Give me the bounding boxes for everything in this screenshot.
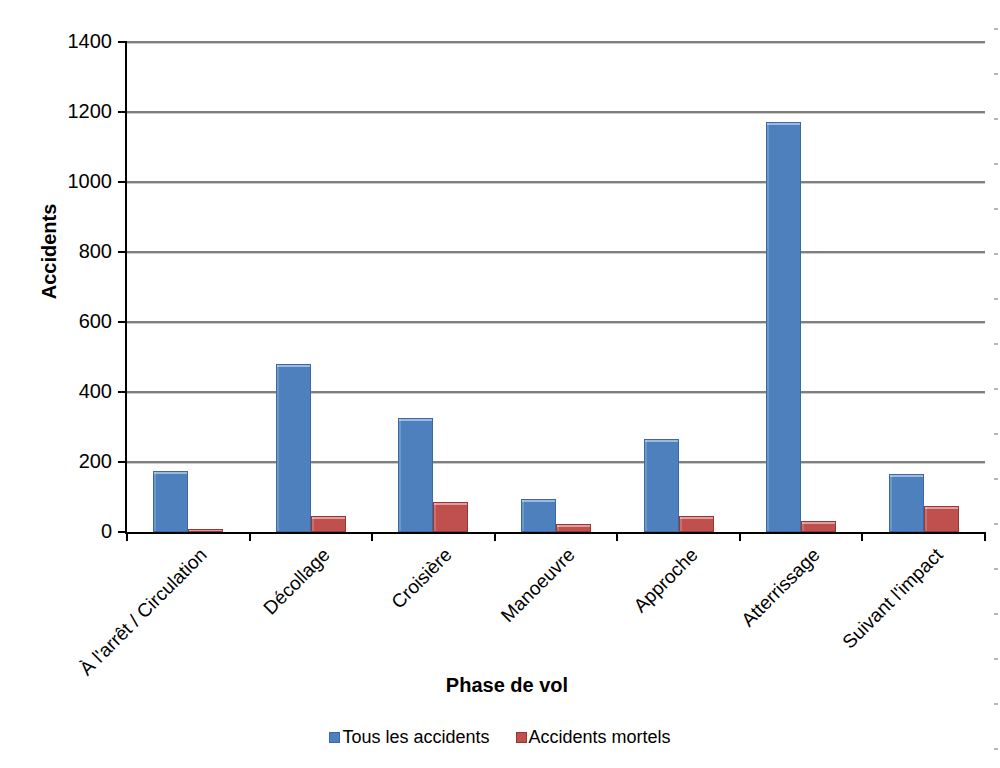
x-tick-5 (739, 532, 741, 541)
x-tick-7 (984, 532, 986, 541)
y-tick-label-1000: 1000 (28, 170, 112, 193)
gridline-600 (127, 321, 985, 323)
y-tick-label-400: 400 (28, 380, 112, 403)
x-category-label-2: Décollage (259, 544, 334, 619)
y-tick-label-0: 0 (28, 520, 112, 543)
x-category-label-5: Approche (629, 544, 702, 617)
bar-total-4 (521, 499, 556, 532)
x-tick-2 (371, 532, 373, 541)
y-tick-1200 (118, 111, 127, 113)
x-category-label-4: Manoeuvre (497, 544, 580, 627)
bar-fatal-1 (188, 529, 223, 532)
x-category-label-3: Croisière (388, 544, 457, 613)
bar-total-5 (644, 439, 679, 532)
gridline-400 (127, 391, 985, 393)
page-edge-marks (994, 28, 998, 768)
legend-item-accidents-mortels: Accidents mortels (516, 727, 671, 748)
bar-total-2 (276, 364, 311, 532)
legend-swatch-blue (329, 732, 340, 743)
bar-fatal-7 (924, 506, 959, 532)
plot-area (125, 42, 985, 534)
x-category-label-6: Atterrissage (737, 544, 824, 631)
bar-fatal-2 (311, 516, 346, 532)
x-tick-1 (249, 532, 251, 541)
accidents-by-flight-phase-chart: Accidents 0200400600800100012001400 À l'… (0, 0, 1000, 768)
bar-total-3 (398, 418, 433, 532)
x-category-label-7: Suivant l'impact (838, 544, 947, 653)
y-tick-label-200: 200 (28, 450, 112, 473)
bar-fatal-4 (556, 524, 591, 532)
bar-fatal-3 (433, 502, 468, 532)
x-tick-4 (616, 532, 618, 541)
y-tick-400 (118, 391, 127, 393)
x-axis-title: Phase de vol (446, 674, 568, 697)
y-tick-label-600: 600 (28, 310, 112, 333)
x-category-label-1: À l'arrêt / Circulation (76, 544, 212, 680)
y-tick-1000 (118, 181, 127, 183)
y-tick-1400 (118, 41, 127, 43)
gridline-1000 (127, 181, 985, 183)
legend-swatch-red (516, 732, 527, 743)
bar-fatal-5 (679, 516, 714, 532)
y-tick-label-800: 800 (28, 240, 112, 263)
y-tick-200 (118, 461, 127, 463)
bar-fatal-6 (801, 521, 836, 532)
y-tick-label-1200: 1200 (28, 100, 112, 123)
y-tick-800 (118, 251, 127, 253)
x-tick-6 (861, 532, 863, 541)
legend-label-tous-les-accidents: Tous les accidents (342, 727, 489, 748)
y-tick-label-1400: 1400 (28, 30, 112, 53)
bar-total-7 (889, 474, 924, 532)
legend-label-accidents-mortels: Accidents mortels (529, 727, 671, 748)
y-tick-600 (118, 321, 127, 323)
x-tick-0 (126, 532, 128, 541)
legend: Tous les accidents Accidents mortels (0, 727, 1000, 748)
gridline-200 (127, 461, 985, 463)
x-tick-3 (494, 532, 496, 541)
bar-total-1 (153, 471, 188, 532)
bar-total-6 (766, 122, 801, 532)
gridline-800 (127, 251, 985, 253)
legend-item-tous-les-accidents: Tous les accidents (329, 727, 489, 748)
gridline-1200 (127, 111, 985, 113)
gridline-1400 (127, 41, 985, 43)
